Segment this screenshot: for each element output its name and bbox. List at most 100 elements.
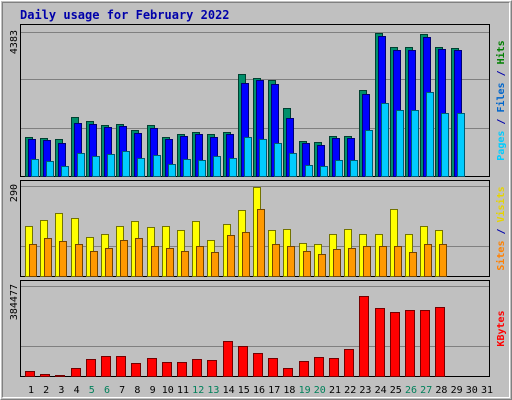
- bar-sites-day-3: [59, 241, 67, 277]
- bar-sites-day-21: [333, 249, 341, 277]
- x-tick-label: 14: [223, 385, 235, 396]
- x-tick-label: 9: [150, 385, 156, 396]
- bar-kbytes-day-22: [344, 349, 354, 377]
- x-tick-label: 2: [43, 385, 49, 396]
- x-tick-label: 12: [192, 385, 204, 396]
- y-axis-label-part: /: [496, 113, 507, 131]
- x-tick-label: 8: [134, 385, 140, 396]
- x-tick-label: 7: [119, 385, 125, 396]
- x-tick-label: 3: [58, 385, 64, 396]
- bar-kbytes-day-13: [207, 360, 217, 377]
- x-tick-label: 25: [390, 385, 402, 396]
- bar-kbytes-day-12: [192, 359, 202, 377]
- x-tick-label: 24: [375, 385, 387, 396]
- bar-kbytes-day-15: [238, 346, 248, 377]
- x-tick-label: 29: [451, 385, 463, 396]
- bar-pages-day-15: [244, 137, 252, 177]
- x-tick-label: 1: [28, 385, 34, 396]
- y-max-label: 4383: [9, 30, 20, 54]
- bar-sites-day-20: [318, 254, 326, 277]
- x-tick-label: 19: [299, 385, 311, 396]
- bar-pages-day-28: [441, 113, 449, 177]
- y-axis-label-part: /: [496, 64, 507, 82]
- bar-pages-day-26: [411, 110, 419, 177]
- bar-kbytes-day-9: [147, 358, 157, 377]
- bar-sites-day-13: [211, 252, 219, 277]
- x-tick-label: 27: [420, 385, 432, 396]
- bar-kbytes-day-14: [223, 341, 233, 377]
- bar-pages-day-23: [365, 130, 373, 177]
- y-axis-label-part: Files: [495, 82, 507, 112]
- bar-sites-day-26: [409, 252, 417, 277]
- x-tick-label: 31: [481, 385, 493, 396]
- bar-sites-day-19: [303, 251, 311, 277]
- bar-pages-day-8: [137, 158, 145, 177]
- bar-pages-day-22: [350, 160, 358, 177]
- bar-sites-day-10: [166, 248, 174, 277]
- bar-kbytes-day-25: [390, 312, 400, 377]
- bar-kbytes-day-6: [101, 356, 111, 377]
- bar-kbytes-day-4: [71, 368, 81, 377]
- bar-kbytes-day-19: [299, 361, 309, 377]
- x-tick-label: 10: [162, 385, 174, 396]
- bar-kbytes-day-26: [405, 310, 415, 377]
- bar-pages-day-14: [229, 158, 237, 177]
- bar-kbytes-day-17: [268, 358, 278, 377]
- bar-kbytes-day-8: [131, 363, 141, 377]
- bar-sites-day-18: [287, 246, 295, 277]
- bar-sites-day-16: [257, 209, 265, 277]
- bar-pages-day-13: [213, 156, 221, 177]
- x-tick-label: 23: [359, 385, 371, 396]
- bar-pages-day-4: [77, 153, 85, 177]
- bar-sites-day-22: [348, 248, 356, 277]
- x-tick-label: 6: [104, 385, 110, 396]
- x-tick-label: 26: [405, 385, 417, 396]
- x-tick-label: 16: [253, 385, 265, 396]
- bar-pages-day-11: [183, 159, 191, 177]
- y-axis-label: Sites / Visits: [495, 186, 507, 270]
- bar-sites-day-4: [75, 244, 83, 277]
- bar-pages-day-5: [92, 156, 100, 177]
- panel-visits-sites: 290 Sites / Visits: [9, 180, 507, 277]
- bar-kbytes-day-10: [162, 362, 172, 377]
- bar-sites-day-9: [151, 246, 159, 277]
- bar-sites-day-5: [90, 251, 98, 277]
- bar-kbytes-day-11: [177, 362, 187, 377]
- bar-sites-day-12: [196, 246, 204, 277]
- x-tick-label: 20: [314, 385, 326, 396]
- bar-kbytes-day-2: [40, 374, 50, 377]
- bar-sites-day-1: [29, 244, 37, 277]
- bar-pages-day-10: [168, 164, 176, 177]
- x-tick-label: 17: [268, 385, 280, 396]
- bar-kbytes-day-23: [359, 296, 369, 377]
- bar-kbytes-day-27: [420, 310, 430, 377]
- bar-sites-day-27: [424, 244, 432, 277]
- bar-kbytes-day-28: [435, 307, 445, 377]
- bar-pages-day-25: [396, 110, 404, 177]
- y-axis-label-part: Visits: [495, 186, 507, 222]
- x-tick-label: 13: [207, 385, 219, 396]
- bar-pages-day-16: [259, 139, 267, 177]
- bar-pages-day-18: [289, 153, 297, 177]
- bar-pages-day-3: [61, 166, 69, 177]
- x-tick-label: 5: [89, 385, 95, 396]
- y-axis-label-part: Pages: [496, 131, 507, 161]
- bar-pages-day-9: [153, 155, 161, 177]
- panel-hits-files-pages: 4383 Pages / Files / Hits: [9, 24, 507, 177]
- bar-sites-day-14: [227, 235, 235, 277]
- bar-kbytes-day-1: [25, 371, 35, 377]
- bar-pages-day-6: [107, 154, 115, 177]
- y-axis-label-part: Hits: [495, 40, 507, 64]
- bar-pages-day-2: [46, 161, 54, 177]
- bar-sites-day-15: [242, 232, 250, 277]
- bar-sites-day-28: [439, 244, 447, 277]
- y-axis-label-part: /: [496, 222, 507, 240]
- bar-kbytes-day-16: [253, 353, 263, 377]
- bar-pages-day-17: [274, 143, 282, 177]
- bar-pages-day-20: [320, 166, 328, 177]
- bar-kbytes-day-18: [283, 368, 293, 377]
- y-axis-label-part: KBytes: [496, 310, 507, 346]
- bar-kbytes-day-24: [375, 308, 385, 377]
